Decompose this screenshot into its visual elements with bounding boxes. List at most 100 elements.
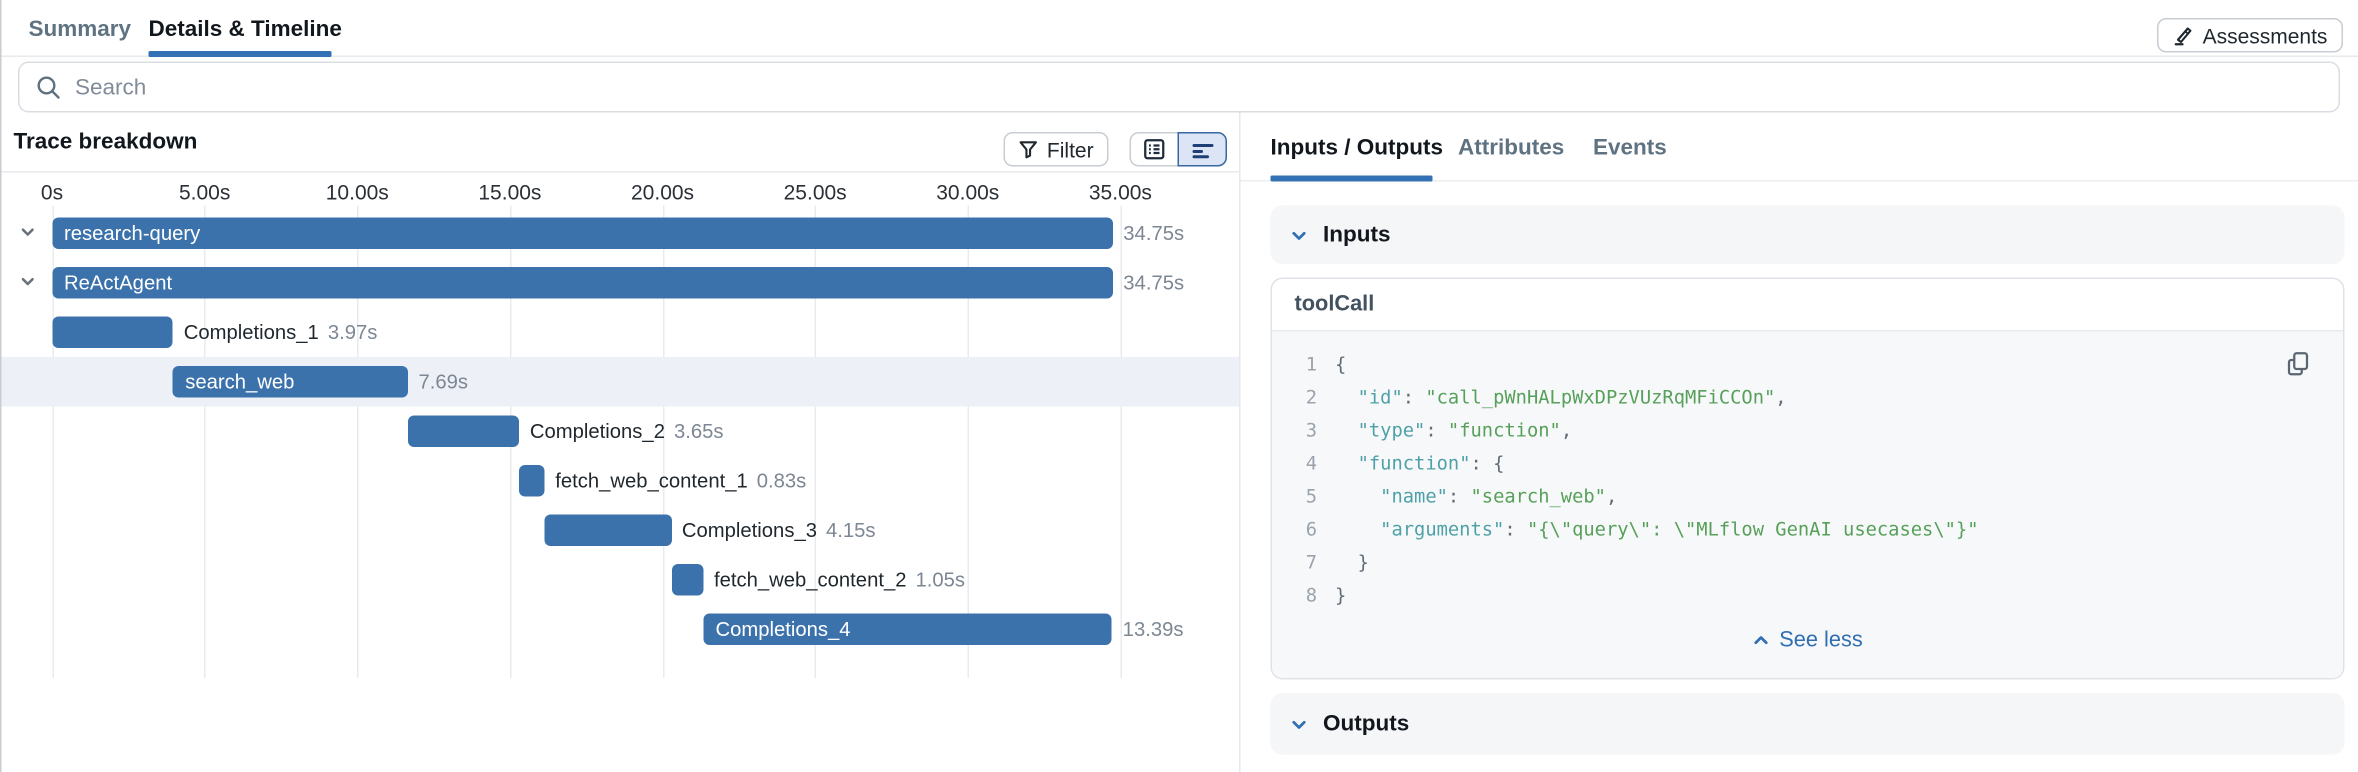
axis-tick-label: 5.00s: [178, 180, 231, 204]
line-number: 8: [1305, 583, 1317, 607]
span-name-label: Completions_2: [529, 420, 665, 443]
axis-tick-label: 25.00s: [783, 180, 847, 204]
span-duration-label: 1.05s: [915, 568, 966, 592]
filter-button-label: Filter: [1046, 137, 1094, 162]
span-bar-Completions_4[interactable]: Completions_4: [703, 613, 1113, 645]
top-tab-bar: Summary Details & Timeline: [0, 0, 2358, 57]
toolcall-code-block: 1{2 "id": "call_pWnHALpWxDPzVUzRqMFiCCOn…: [1272, 331, 2343, 678]
outputs-section-header[interactable]: Outputs: [1270, 693, 2345, 755]
code-text: }: [1357, 550, 1369, 574]
span-row-ReActAgent[interactable]: ReActAgent 34.75s: [0, 258, 1239, 308]
line-number: 2: [1305, 385, 1317, 409]
assessments-button-label: Assessments: [2202, 23, 2328, 48]
span-duration-label: 13.39s: [1122, 618, 1184, 641]
axis-tick-label: 10.00s: [325, 180, 389, 204]
span-bar-fetch_web_content_2[interactable]: [671, 564, 704, 596]
search-input[interactable]: [75, 74, 2339, 100]
axis-tick-label: 0s: [40, 180, 64, 204]
see-less-link[interactable]: See less: [1272, 629, 2343, 653]
span-name-and-duration-label: Completions_3 4.15s: [682, 515, 876, 547]
span-row-Completions_2[interactable]: Completions_2 3.65s: [0, 407, 1239, 457]
span-name-and-duration-label: fetch_web_content_1 0.83s: [555, 465, 806, 497]
assessments-button[interactable]: Assessments: [2157, 18, 2343, 53]
span-name-and-duration-label: Completions_2 3.65s: [530, 416, 724, 448]
line-number: 6: [1305, 517, 1317, 541]
span-name-label: Completions_4: [715, 618, 851, 641]
row-expander-chevron-icon[interactable]: [17, 270, 38, 291]
line-number: 7: [1305, 550, 1317, 574]
code-line: 2 "id": "call_pWnHALpWxDPzVUzRqMFiCCOn",: [1272, 381, 2343, 414]
outputs-section-title: Outputs: [1323, 711, 1410, 737]
detail-view-toggle[interactable]: [1129, 132, 1179, 167]
span-duration-label: 4.15s: [825, 519, 876, 542]
axis-tick-label: 30.00s: [936, 180, 1000, 204]
span-row-search_web[interactable]: search_web 7.69s: [0, 357, 1239, 407]
gridline: [662, 205, 665, 678]
detail-tab-events[interactable]: Events: [1593, 134, 1667, 160]
copy-icon[interactable]: [2286, 351, 2310, 381]
search-bar[interactable]: [18, 61, 2340, 113]
code-line: 4 "function": {: [1272, 447, 2343, 480]
view-toggle-group: [1129, 132, 1227, 167]
assessments-pen-icon: [2173, 25, 2194, 46]
active-detail-tab-underline: [1270, 175, 1433, 182]
span-bar-Completions_3[interactable]: [544, 514, 672, 546]
span-row-fetch_web_content_2[interactable]: fetch_web_content_2 1.05s: [0, 555, 1239, 605]
span-duration-label: 7.69s: [418, 370, 468, 394]
filter-funnel-icon: [1018, 140, 1038, 160]
span-bar-ReActAgent[interactable]: ReActAgent: [52, 267, 1113, 299]
span-duration-label: 3.65s: [673, 420, 724, 443]
tab-summary[interactable]: Summary: [28, 15, 132, 42]
line-number: 3: [1305, 418, 1317, 442]
code-text: {: [1335, 352, 1347, 376]
gridline: [815, 205, 817, 678]
code-line: 3 "type": "function",: [1272, 414, 2343, 447]
code-line: 7 }: [1272, 546, 2343, 579]
inputs-collapse-chevron-icon: [1290, 226, 1308, 244]
span-duration-label: 34.75s: [1123, 271, 1185, 295]
span-bar-fetch_web_content_1[interactable]: [519, 465, 545, 497]
axis-tick-label: 15.00s: [478, 180, 542, 204]
active-tab-underline: [148, 51, 332, 57]
span-name-label: ReActAgent: [64, 271, 173, 295]
line-number: 4: [1305, 451, 1317, 475]
span-row-Completions_3[interactable]: Completions_3 4.15s: [0, 506, 1239, 556]
span-name-label: Completions_3: [681, 519, 817, 542]
span-duration-label: 34.75s: [1123, 222, 1185, 245]
outputs-collapse-chevron-icon: [1290, 715, 1308, 733]
code-line: 5 "name": "search_web",: [1272, 480, 2343, 513]
filter-button[interactable]: Filter: [1003, 132, 1109, 167]
span-name-and-duration-label: Completions_1 3.97s: [184, 317, 378, 349]
trace-breakdown-header: Trace breakdown Filter: [0, 113, 1239, 173]
toolcall-card-title: toolCall: [1272, 279, 2343, 332]
code-text: }: [1335, 583, 1347, 607]
gridline: [1120, 205, 1122, 678]
span-row-fetch_web_content_1[interactable]: fetch_web_content_1 0.83s: [0, 456, 1239, 506]
tab-details-timeline[interactable]: Details & Timeline: [148, 15, 342, 42]
see-less-label: See less: [1779, 628, 1863, 653]
inputs-section-header[interactable]: Inputs: [1270, 205, 2345, 264]
panel-divider: [1239, 112, 1241, 772]
span-duration-label: 0.83s: [756, 469, 807, 493]
code-text: "type": "function",: [1357, 418, 1573, 442]
axis-tick-label: 35.00s: [1088, 180, 1152, 204]
detail-panel-tabs: Inputs / Outputs Attributes Events: [1240, 113, 2358, 182]
span-name-label: fetch_web_content_2: [713, 568, 907, 592]
span-duration-label: 3.97s: [327, 321, 378, 344]
list-view-icon: [1143, 138, 1166, 161]
span-bar-Completions_2[interactable]: [407, 415, 520, 447]
code-line: 8}: [1272, 579, 2343, 612]
gantt-view-toggle[interactable]: [1177, 132, 1227, 167]
detail-tab-attributes[interactable]: Attributes: [1458, 134, 1565, 160]
span-row-Completions_4[interactable]: Completions_4 13.39s: [0, 605, 1239, 655]
span-row-Completions_1[interactable]: Completions_1 3.97s: [0, 308, 1239, 358]
chevron-up-icon: [1752, 632, 1770, 650]
span-bar-Completions_1[interactable]: [52, 316, 174, 348]
span-bar-research-query[interactable]: research-query: [52, 217, 1113, 249]
span-row-research-query[interactable]: research-query 34.75s: [0, 209, 1239, 259]
detail-tab-inputs-outputs[interactable]: Inputs / Outputs: [1270, 134, 1443, 160]
span-name-label: fetch_web_content_1: [555, 469, 748, 493]
span-bar-search_web[interactable]: search_web: [173, 366, 408, 398]
row-expander-chevron-icon[interactable]: [17, 221, 38, 242]
